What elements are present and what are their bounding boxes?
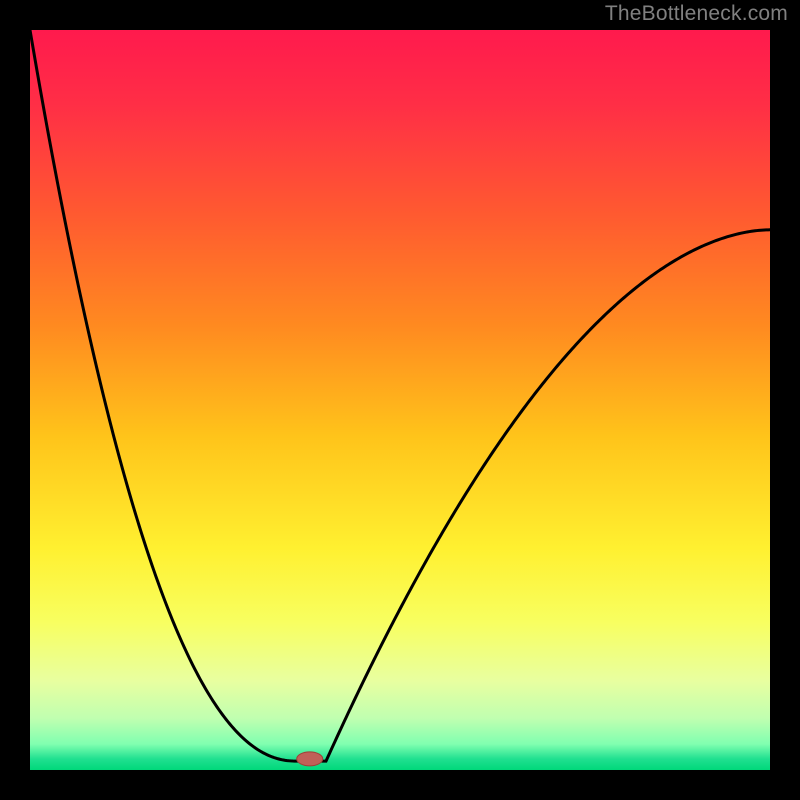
optimum-marker	[297, 752, 323, 766]
watermark-text: TheBottleneck.com	[605, 2, 788, 26]
chart-container: TheBottleneck.com	[0, 0, 800, 800]
bottleneck-chart	[0, 0, 800, 800]
plot-background	[30, 30, 770, 770]
